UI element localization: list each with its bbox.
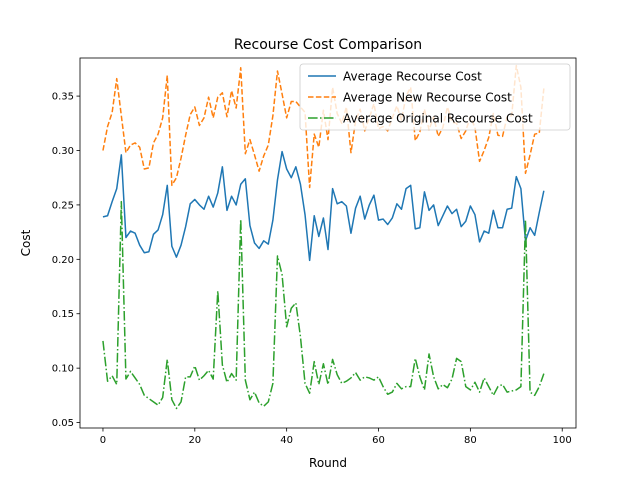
series-line-3 xyxy=(102,200,545,410)
legend: Average Recourse Cost Average New Recours… xyxy=(299,63,571,131)
legend-label-2: Average New Recourse Cost xyxy=(343,91,512,105)
y-axis-label: Cost xyxy=(19,229,33,256)
legend-box xyxy=(299,63,571,131)
x-axis-label: Round xyxy=(309,456,347,470)
y-tick-label: 0.35 xyxy=(52,92,74,103)
y-tick-label: 0.05 xyxy=(52,418,74,429)
plot-frame xyxy=(79,57,577,429)
x-tick-label: 60 xyxy=(372,435,385,446)
chart-title: Recourse Cost Comparison xyxy=(234,37,422,53)
series-line-1 xyxy=(102,150,545,262)
y-tick-label: 0.20 xyxy=(52,255,74,266)
y-tick-label: 0.10 xyxy=(52,364,74,375)
x-tick-label: 40 xyxy=(280,435,293,446)
x-tick-label: 0 xyxy=(100,435,106,446)
x-tick-label: 80 xyxy=(464,435,477,446)
legend-label-1: Average Recourse Cost xyxy=(343,70,482,84)
legend-label-3: Average Original Recourse Cost xyxy=(343,112,533,126)
x-axis: 0 20 40 60 80 100 xyxy=(100,428,572,446)
y-tick-label: 0.30 xyxy=(52,146,74,157)
x-tick-label: 100 xyxy=(553,435,572,446)
y-tick-label: 0.25 xyxy=(52,200,74,211)
y-axis: 0.05 0.10 0.15 0.20 0.25 0.30 0.35 xyxy=(52,92,80,429)
y-tick-label: 0.15 xyxy=(52,309,74,320)
x-tick-label: 20 xyxy=(188,435,201,446)
